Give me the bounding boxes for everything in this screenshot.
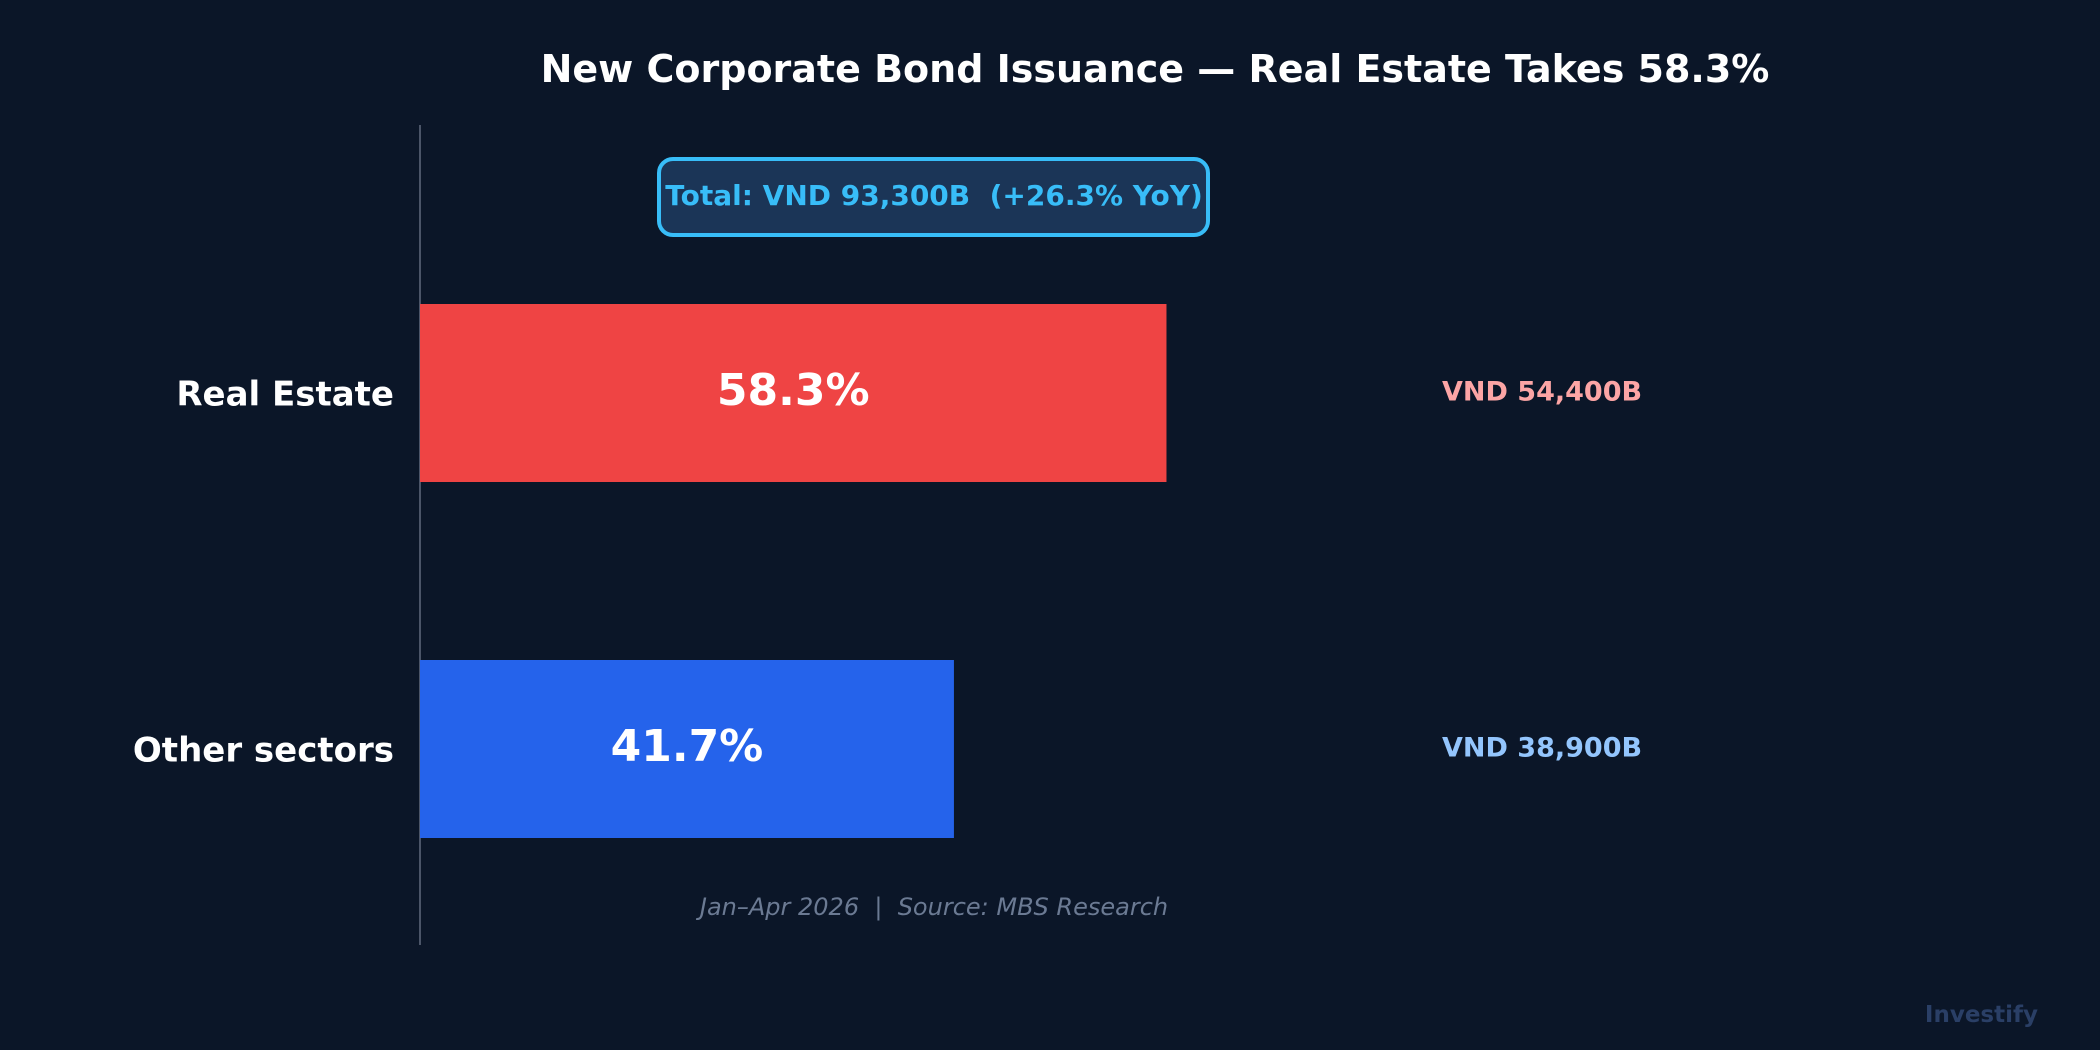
bar-real-estate [420, 304, 1167, 482]
bar-other-sectors [420, 660, 954, 838]
value-label-other-sectors: 41.7% [611, 721, 764, 772]
chart-title: New Corporate Bond Issuance — Real Estat… [541, 47, 1770, 91]
brand-logo: Investify [1924, 1002, 2038, 1028]
amount-label-real-estate: VND 54,400B [1442, 377, 1642, 408]
category-label-real-estate: Real Estate [176, 375, 394, 415]
footnote: Jan–Apr 2026 | Source: MBS Research [696, 893, 1168, 921]
bars-layer: Real Estate 58.3% VND 54,400B Other sectors… [133, 304, 1642, 838]
total-annotation-box [657, 157, 1210, 237]
total-annotation: Total: VND 93,300B (+26.3% YoY) [665, 179, 1203, 212]
category-label-other-sectors: Other sectors [133, 731, 394, 771]
value-label-real-estate: 58.3% [717, 365, 870, 416]
amount-label-other-sectors: VND 38,900B [1442, 733, 1642, 764]
